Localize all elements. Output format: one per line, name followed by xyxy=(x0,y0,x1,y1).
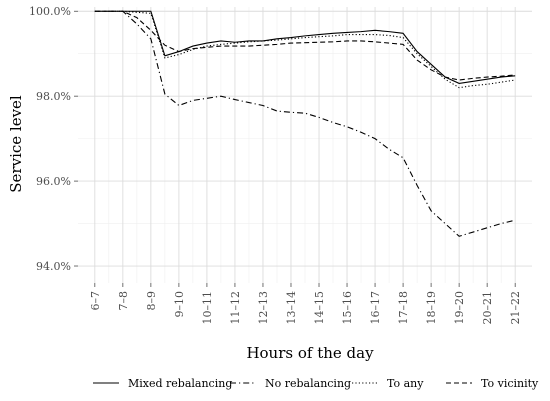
y-tick-label: 98.0% xyxy=(36,90,71,103)
x-axis-ticks: 6–7 7–8 8–9 9–10 10–11 11–12 12–13 13–14 14–15 15… xyxy=(89,283,522,325)
x-tick-label: 14–15 xyxy=(313,291,326,325)
legend-label-2: No rebalancing xyxy=(265,377,351,390)
x-tick-label: 17–18 xyxy=(397,291,410,325)
legend-label-3: To any xyxy=(387,377,424,390)
x-tick-label: 6–7 xyxy=(89,291,102,311)
x-tick-label: 19–20 xyxy=(453,291,466,325)
x-tick-label: 20–21 xyxy=(481,291,494,325)
x-tick-label: 12–13 xyxy=(257,291,270,325)
series-lines xyxy=(94,10,516,237)
legend: Mixed rebalancing No rebalancing To any To … xyxy=(93,377,539,390)
grid xyxy=(78,7,532,283)
y-tick-label: 100.0% xyxy=(29,5,71,18)
series-line-2 xyxy=(94,10,516,237)
x-tick-label: 11–12 xyxy=(229,291,242,325)
legend-label-4: To vicinity xyxy=(481,377,539,390)
x-tick-label: 18–19 xyxy=(425,291,438,325)
x-tick-label: 15–16 xyxy=(341,291,354,325)
x-tick-label: 10–11 xyxy=(201,291,214,325)
x-tick-label: 8–9 xyxy=(145,291,158,311)
x-tick-label: 13–14 xyxy=(285,291,298,325)
x-tick-label: 16–17 xyxy=(369,291,382,325)
y-tick-label: 96.0% xyxy=(36,175,71,188)
x-tick-label: 9–10 xyxy=(173,291,186,318)
y-tick-label: 94.0% xyxy=(36,260,71,273)
x-tick-label: 21–22 xyxy=(509,291,522,325)
legend-label-1: Mixed rebalancing xyxy=(128,377,232,390)
x-axis-title: Hours of the day xyxy=(246,344,374,362)
y-axis-title: Service level xyxy=(7,95,25,193)
y-axis-ticks: 94.0% 96.0% 98.0% 100.0% xyxy=(29,5,78,273)
series-line-3 xyxy=(94,10,516,89)
x-tick-label: 7–8 xyxy=(117,291,130,311)
series-line-4 xyxy=(94,10,516,81)
series-line-1 xyxy=(94,10,516,84)
